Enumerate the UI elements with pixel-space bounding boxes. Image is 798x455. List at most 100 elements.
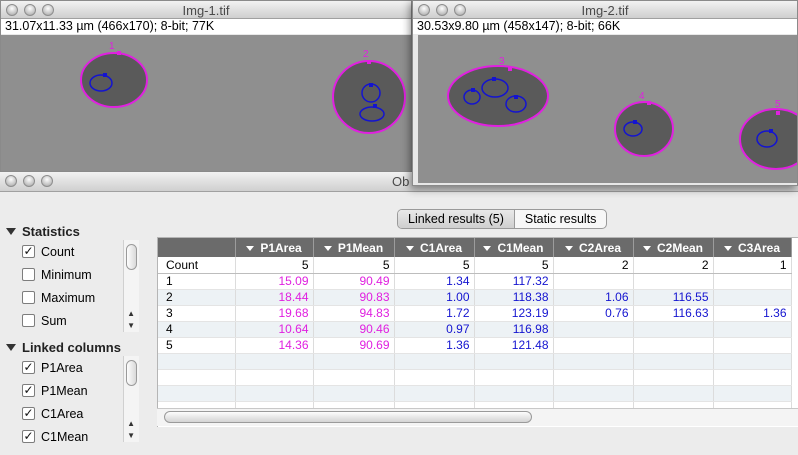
linked-columns-scrollbar[interactable]: ▲ ▼ [123,356,139,442]
linked-columns-header[interactable]: Linked columns [6,338,146,356]
img2-titlebar[interactable]: Img-2.tif [413,1,797,19]
checkbox[interactable]: ✓ [22,429,35,443]
linked-columns-item[interactable]: ✓ C1Mean [6,425,139,448]
img2-canvas[interactable]: 3 4 5 [418,35,797,183]
column-header[interactable]: P1Area [235,238,314,257]
table-cell[interactable]: 90.46 [313,321,395,338]
checkbox[interactable]: ✓ [22,383,35,397]
dropdown-icon[interactable] [405,245,414,251]
zoom-icon[interactable] [454,4,466,16]
table-cell[interactable]: 5 [235,257,314,274]
disclosure-triangle-icon[interactable] [6,343,16,351]
table-cell[interactable]: 0.76 [553,305,634,322]
img1-titlebar[interactable]: Img-1.tif [1,1,411,19]
disclosure-triangle-icon[interactable] [6,227,16,235]
scroll-down-arrow-icon[interactable]: ▼ [127,431,135,440]
table-cell[interactable] [553,321,634,338]
checkbox[interactable]: ✓ [22,244,35,258]
tab-static-results[interactable]: Static results [524,212,597,226]
tab-linked-results[interactable]: Linked results (5) [398,210,515,228]
checkbox[interactable]: ✓ [22,360,35,374]
column-header[interactable]: C2Area [553,238,634,257]
checkbox[interactable]: ✓ [22,406,35,420]
column-header[interactable]: C1Mean [474,238,554,257]
column-header[interactable]: P1Mean [313,238,395,257]
table-cell[interactable]: 94.83 [313,305,395,322]
table-cell[interactable] [713,337,792,354]
table-cell[interactable]: 1.36 [713,305,792,322]
table-cell[interactable]: 3 [158,305,236,322]
dropdown-icon[interactable] [246,245,255,251]
column-header[interactable]: C1Area [394,238,475,257]
table-cell[interactable]: 116.55 [633,289,714,306]
table-cell[interactable]: 1 [158,273,236,290]
table-cell[interactable]: 10.64 [235,321,314,338]
table-cell[interactable] [633,273,714,290]
img1-canvas[interactable]: 1 2 [1,35,411,171]
table-cell[interactable]: 123.19 [474,305,554,322]
table-cell[interactable]: 19.68 [235,305,314,322]
table-cell[interactable]: 116.63 [633,305,714,322]
table-cell[interactable]: 116.98 [474,321,554,338]
dropdown-icon[interactable] [483,245,492,251]
statistics-item[interactable]: Maximum [6,286,139,309]
scroll-down-arrow-icon[interactable]: ▼ [127,321,135,330]
table-cell[interactable]: 5 [394,257,475,274]
checkbox[interactable] [22,314,35,327]
statistics-scrollbar[interactable]: ▲ ▼ [123,240,139,332]
column-header[interactable]: C2Mean [633,238,714,257]
table-cell[interactable] [633,337,714,354]
column-header[interactable]: C3Area [713,238,792,257]
close-icon[interactable] [5,175,17,187]
table-cell[interactable]: 0.97 [394,321,475,338]
table-cell[interactable]: 90.49 [313,273,395,290]
linked-columns-scroll-thumb[interactable] [126,360,137,386]
scroll-up-arrow-icon[interactable]: ▲ [127,309,135,318]
table-cell[interactable]: 18.44 [235,289,314,306]
table-cell[interactable]: 4 [158,321,236,338]
table-cell[interactable] [713,321,792,338]
table-cell[interactable]: 14.36 [235,337,314,354]
table-cell[interactable]: 1.34 [394,273,475,290]
close-icon[interactable] [6,4,18,16]
table-cell[interactable] [633,321,714,338]
table-cell[interactable]: 5 [313,257,395,274]
table-cell[interactable]: 90.69 [313,337,395,354]
table-cell[interactable]: Count [158,257,236,274]
table-cell[interactable]: 90.83 [313,289,395,306]
dropdown-icon[interactable] [564,245,573,251]
scroll-up-arrow-icon[interactable]: ▲ [127,419,135,428]
table-cell[interactable]: 5 [474,257,554,274]
linked-columns-item[interactable]: ✓ P1Mean [6,379,139,402]
table-cell[interactable]: 2 [633,257,714,274]
table-cell[interactable] [553,273,634,290]
dropdown-icon[interactable] [723,245,732,251]
table-row[interactable]: 5 14.36 90.69 1.36 121.48 [158,337,792,354]
table-horizontal-scrollbar[interactable] [157,408,798,426]
statistics-item[interactable]: Sum [6,309,139,332]
statistics-item[interactable]: ✓ Count [6,240,139,263]
table-scroll-thumb[interactable] [164,411,532,423]
table-row[interactable]: 1 15.09 90.49 1.34 117.32 [158,273,792,290]
table-cell[interactable]: 1.06 [553,289,634,306]
close-icon[interactable] [418,4,430,16]
table-cell[interactable]: 1 [713,257,792,274]
table-row[interactable]: 2 18.44 90.83 1.00 118.38 1.06 116.55 [158,289,792,306]
zoom-icon[interactable] [41,175,53,187]
table-cell[interactable]: 118.38 [474,289,554,306]
checkbox[interactable] [22,268,35,281]
statistics-header[interactable]: Statistics [6,222,146,240]
table-cell[interactable] [713,289,792,306]
table-row[interactable]: 4 10.64 90.46 0.97 116.98 [158,321,792,338]
table-cell[interactable]: 1.00 [394,289,475,306]
table-cell[interactable] [713,273,792,290]
table-cell[interactable]: 117.32 [474,273,554,290]
minimize-icon[interactable] [23,175,35,187]
checkbox[interactable] [22,291,35,304]
table-cell[interactable] [553,337,634,354]
table-cell[interactable]: 2 [158,289,236,306]
dropdown-icon[interactable] [642,245,651,251]
table-cell[interactable]: 5 [158,337,236,354]
table-cell[interactable]: 121.48 [474,337,554,354]
linked-columns-item[interactable]: ✓ C1Area [6,402,139,425]
